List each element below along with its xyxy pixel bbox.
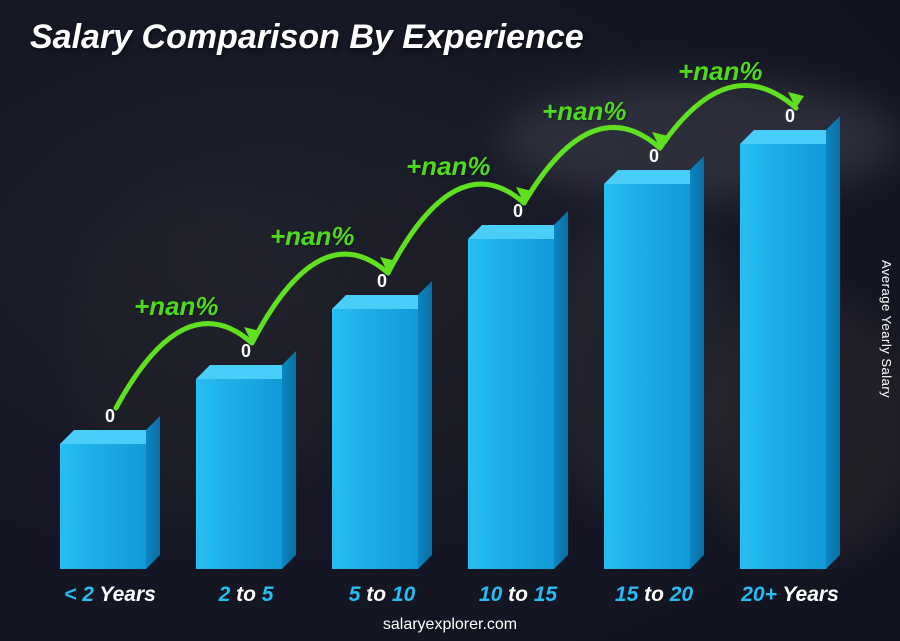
x-axis-label: 15 to 20 bbox=[594, 583, 714, 607]
chart-stage: Salary Comparison By Experience Average … bbox=[0, 0, 900, 641]
growth-arc bbox=[0, 120, 900, 569]
chart-title: Salary Comparison By Experience bbox=[30, 18, 584, 57]
x-axis-label: < 2 Years bbox=[50, 583, 170, 607]
x-axis-label: 20+ Years bbox=[730, 583, 850, 607]
x-axis-label: 10 to 15 bbox=[458, 583, 578, 607]
footer-attribution: salaryexplorer.com bbox=[0, 616, 900, 634]
growth-delta-label: +nan% bbox=[678, 56, 763, 87]
x-axis-label: 2 to 5 bbox=[186, 583, 306, 607]
bar-chart: 0< 2 Years02 to 505 to 10010 to 15015 to… bbox=[0, 120, 900, 569]
x-axis-label: 5 to 10 bbox=[322, 583, 442, 607]
